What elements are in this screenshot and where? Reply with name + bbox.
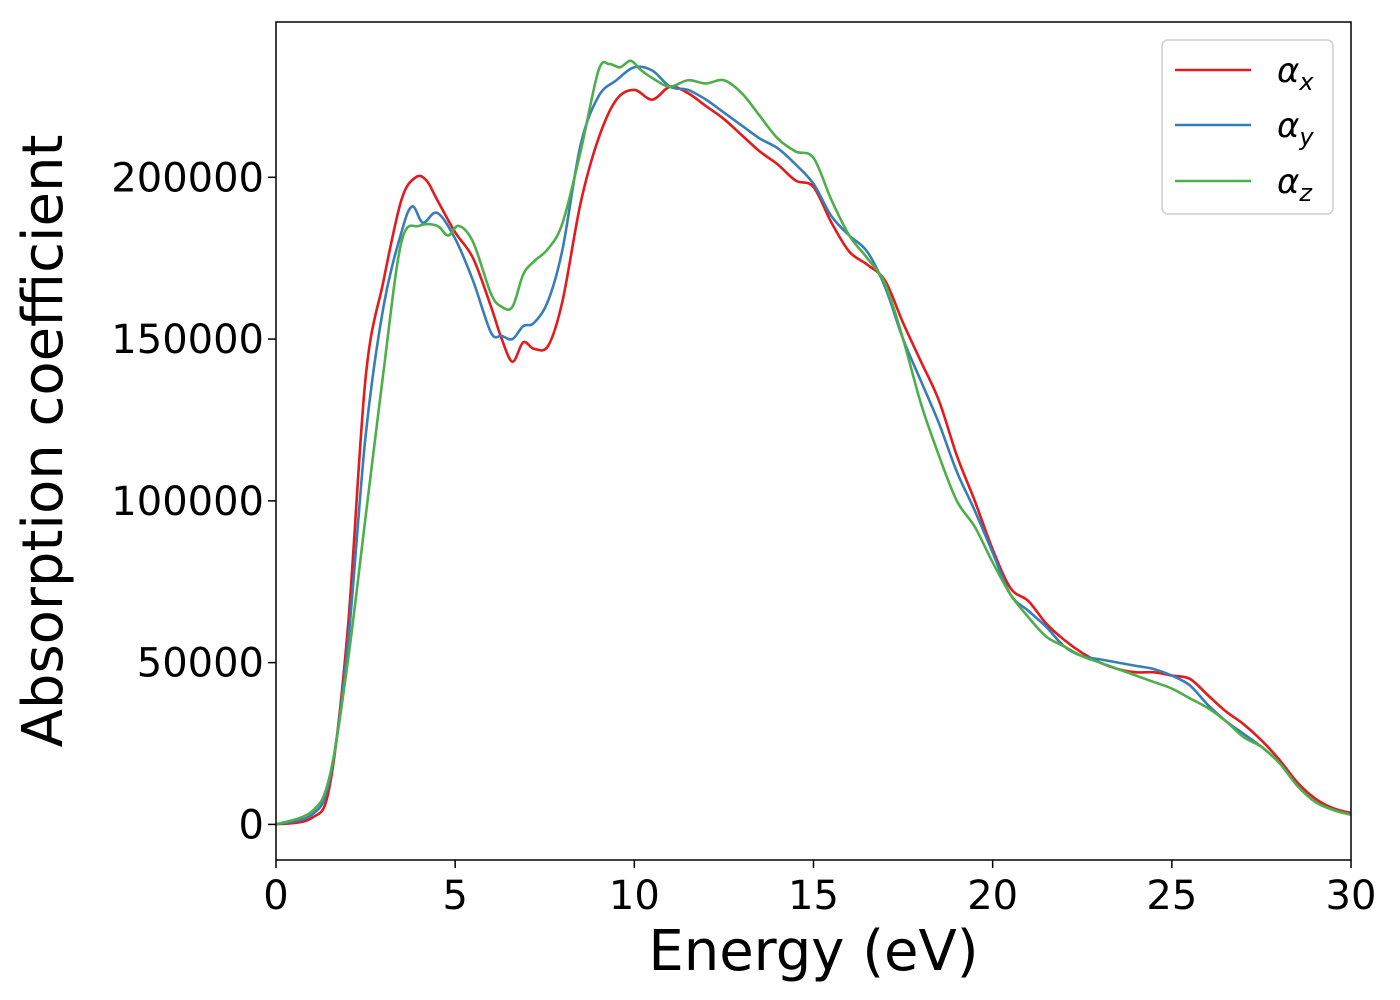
legend-label-alpha-y: αy: [1277, 106, 1314, 151]
y-tick-label: 150000: [111, 317, 264, 363]
y-tick-label: 200000: [111, 155, 264, 201]
x-tick-label: 5: [442, 873, 467, 919]
y-tick-label: 50000: [137, 641, 264, 687]
x-tick-label: 20: [967, 873, 1018, 919]
legend-frame: [1161, 39, 1334, 215]
x-tick-label: 15: [788, 873, 839, 919]
y-tick-label: 100000: [111, 479, 264, 525]
x-axis-ticks: 0 5 10 15 20 25 30: [263, 860, 1376, 919]
x-tick-label: 10: [609, 873, 660, 919]
series-line-alpha-y: [275, 65, 1352, 826]
legend-label-alpha-x: αx: [1277, 51, 1314, 96]
y-axis-label: Absorption coefficient: [11, 135, 76, 748]
x-tick-label: 30: [1326, 873, 1377, 919]
x-tick-label: 25: [1146, 873, 1197, 919]
series-line-alpha-x: [275, 85, 1352, 826]
x-tick-label: 0: [263, 873, 288, 919]
series-lines: [275, 59, 1352, 826]
x-axis-label: Energy (eV): [648, 919, 978, 984]
y-tick-label: 0: [239, 802, 264, 848]
legend: αx αy αz: [1161, 39, 1334, 215]
series-line-alpha-z: [275, 59, 1352, 826]
y-axis-ticks: 0 50000 100000 150000 200000: [111, 155, 276, 848]
legend-label-alpha-z: αz: [1277, 162, 1313, 207]
